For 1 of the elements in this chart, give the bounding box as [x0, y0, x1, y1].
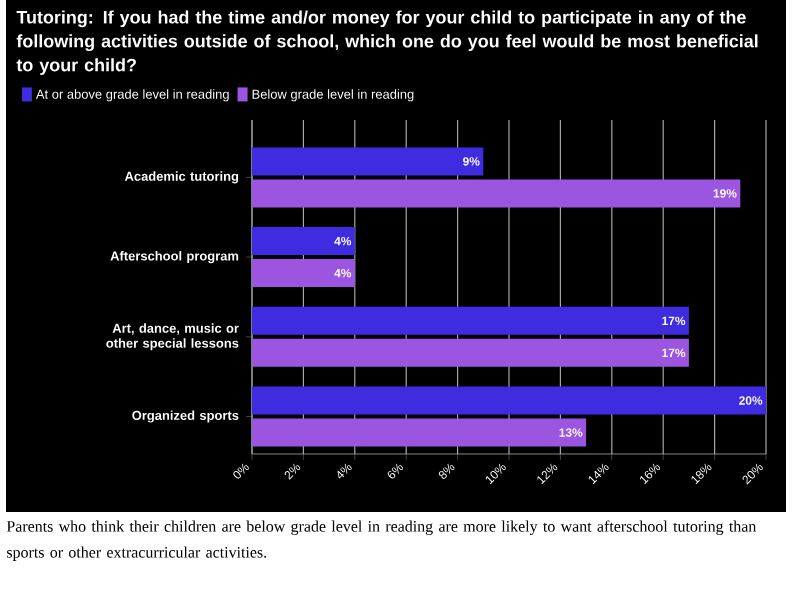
chart-title: Tutoring: If you had the time and/or money for your child to participate in any of the following activities outside of school, which one do you feel would be most beneficial to your child? [16, 10, 758, 75]
